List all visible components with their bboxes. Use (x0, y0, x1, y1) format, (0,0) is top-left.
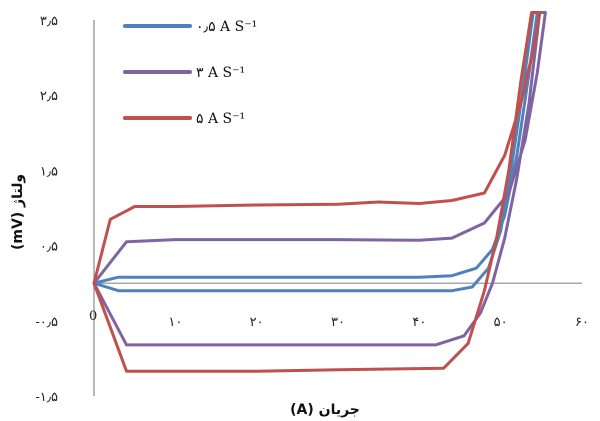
legend-label-0: ۰٫۵ A S⁻¹ (196, 19, 257, 35)
origin-label: 0 (89, 309, 97, 324)
y-tick-label-3: ۱٫۵ (40, 164, 58, 179)
legend: ۰٫۵ A S⁻¹ ۳ A S⁻¹ ۵ A S⁻¹ (123, 19, 257, 127)
x-tick-label-4: ۵۰ (494, 315, 508, 330)
x-tick-label-1: ۲۰ (250, 315, 264, 330)
x-tick-label-3: ۴۰ (412, 315, 426, 330)
series-line-1 (92, 11, 547, 347)
y-tick-label-4: ۲٫۵ (40, 89, 58, 104)
x-tick-label-2: ۳۰ (331, 315, 345, 330)
x-tick-labels: ۱۰ ۲۰ ۳۰ ۴۰ ۵۰ ۶۰ (168, 315, 589, 330)
y-tick-label-1: -۰٫۵ (35, 315, 58, 330)
x-tick-label-5: ۶۰ (575, 315, 589, 330)
series-layer (92, 11, 547, 373)
series-line-2 (92, 11, 542, 373)
y-tick-label-5: ۳٫۵ (40, 14, 58, 29)
legend-label-2: ۵ A S⁻¹ (196, 111, 245, 127)
y-tick-label-2: ۰٫۵ (40, 240, 58, 255)
y-tick-label-0: -۱٫۵ (35, 390, 58, 405)
x-axis-title: جریان (A) (290, 402, 360, 418)
y-axis-title: ولتاژ (mV) (10, 174, 26, 250)
legend-label-1: ۳ A S⁻¹ (196, 65, 245, 81)
y-tick-labels: -۱٫۵ -۰٫۵ ۰٫۵ ۱٫۵ ۲٫۵ ۳٫۵ (35, 14, 58, 405)
x-tick-label-0: ۱۰ (168, 315, 182, 330)
series-line-0 (92, 11, 539, 293)
